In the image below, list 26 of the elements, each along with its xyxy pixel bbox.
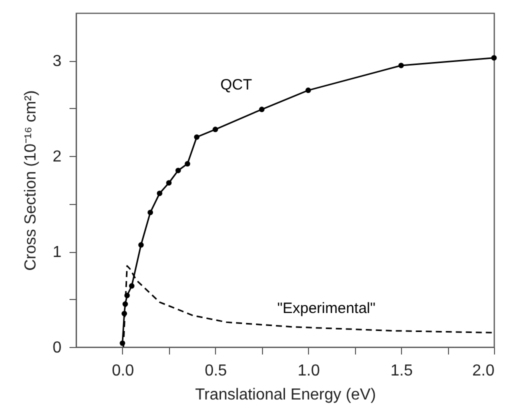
point [156,190,162,196]
x-tick-label: 2.0 [472,362,495,380]
point [148,210,154,216]
point [194,134,200,140]
point [398,62,404,68]
y-tick-label: 0 [52,340,62,356]
point [175,168,181,174]
point [166,180,172,186]
point [128,283,134,289]
point [259,106,265,112]
series-label: "Experimental" [277,300,376,317]
point [491,55,497,61]
point [212,126,218,132]
series-label: QCT [220,76,252,94]
y-axis-title: Cross Section (10⁻¹⁶ cm²) [22,90,40,271]
y-tick-label: 3 [52,53,62,70]
point [184,161,190,167]
point [305,88,311,94]
x-tick-label: 0.0 [112,362,134,380]
y-tick-label: 2 [52,148,62,166]
y-tick-label: 1 [52,244,62,262]
x-axis-title: Translational Energy (eV) [195,386,376,404]
x-tick-label: 0.5 [204,362,228,380]
x-tick-label: 1.5 [390,362,413,380]
point [138,242,144,248]
x-tick-label: 1.0 [298,362,320,380]
